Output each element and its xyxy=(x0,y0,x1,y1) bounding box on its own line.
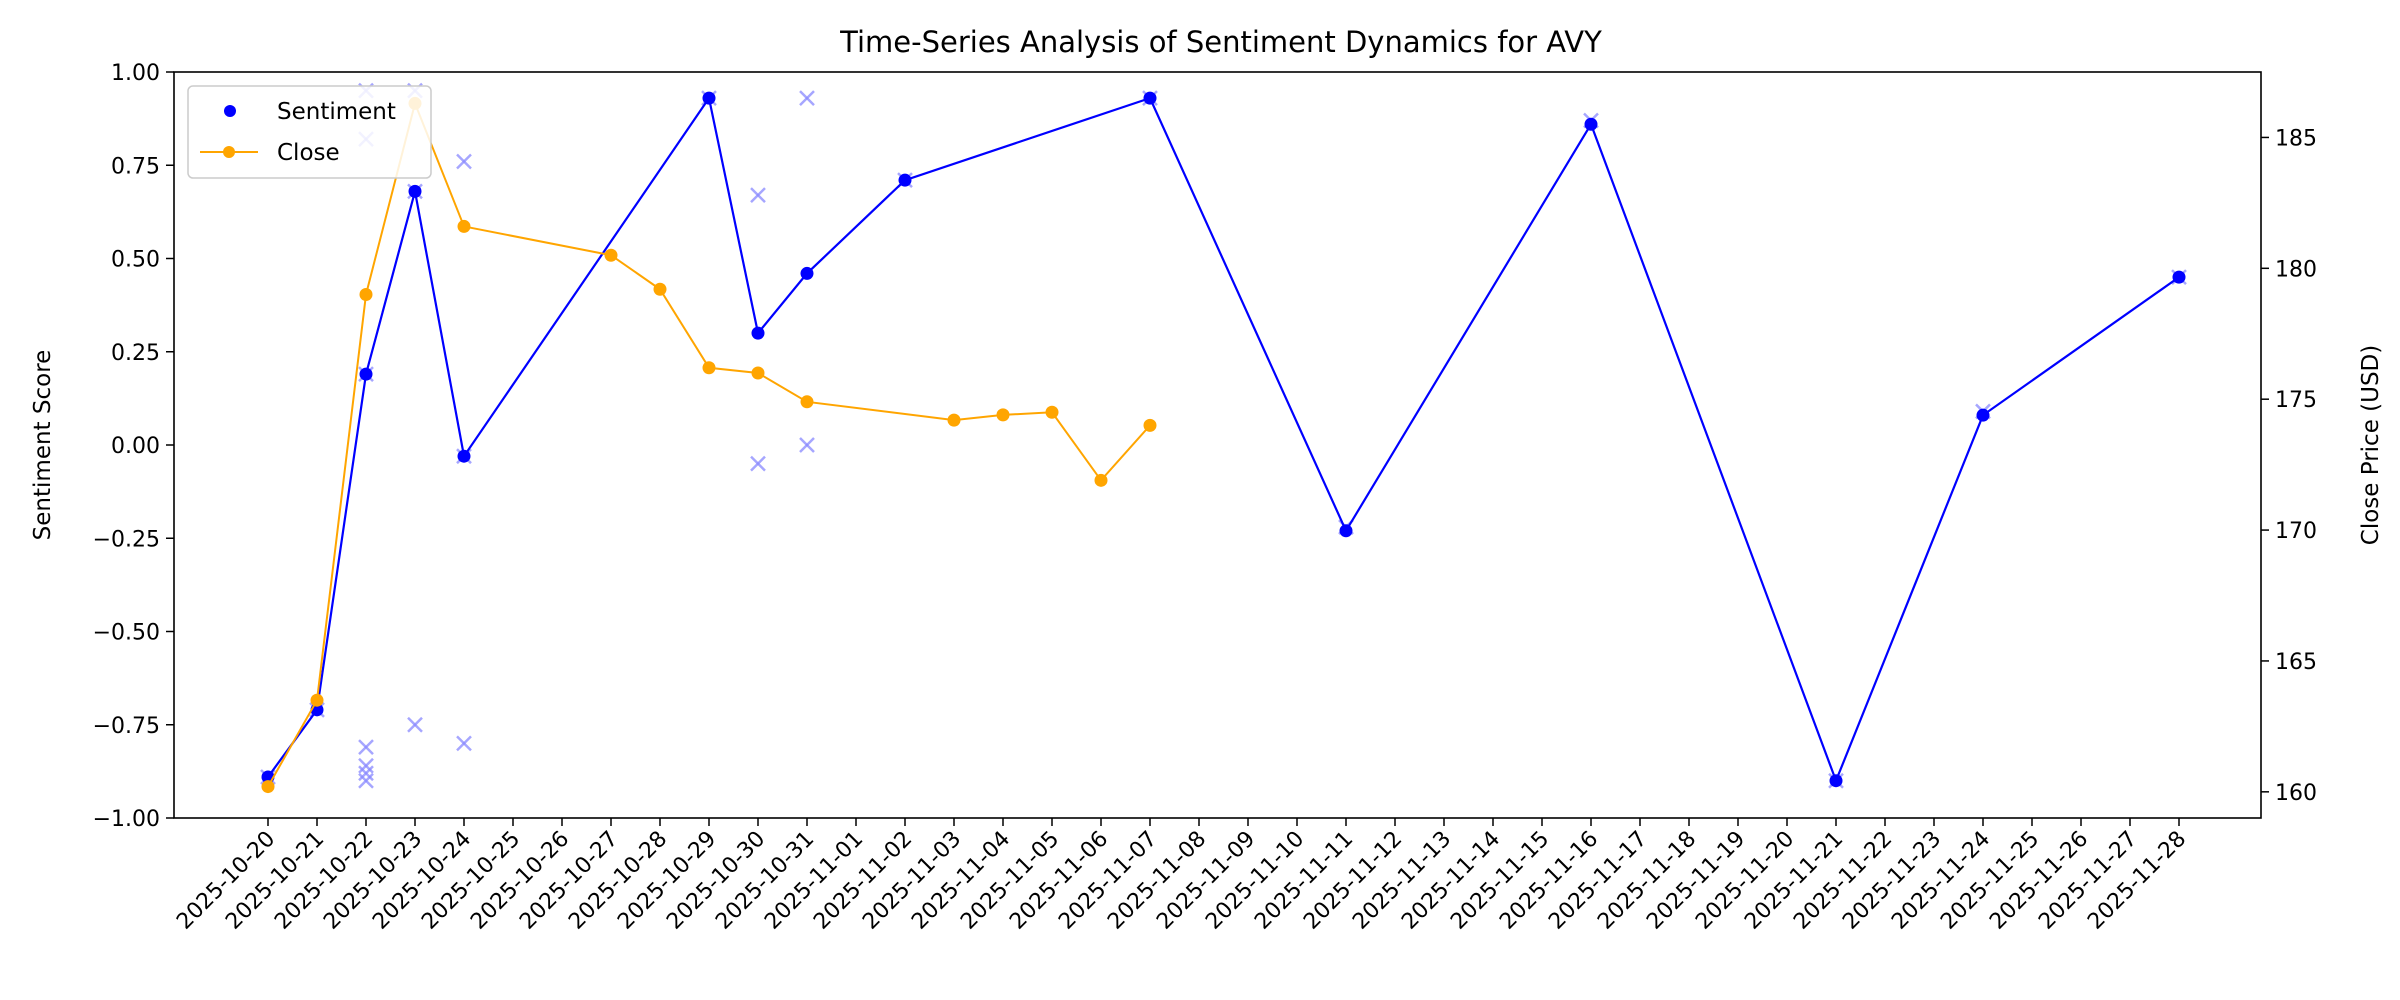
legend-marker-sentiment xyxy=(224,105,236,117)
raw-sentiment-marker xyxy=(407,716,423,733)
y-tick-label: 0.75 xyxy=(111,154,160,179)
data-point-close xyxy=(947,413,961,427)
y2-tick-label: 185 xyxy=(2275,126,2317,151)
data-point-close xyxy=(702,361,716,375)
plot-frame xyxy=(173,71,2262,819)
legend-label-close: Close xyxy=(277,140,340,166)
series-line-sentiment xyxy=(267,95,2180,784)
y-axis-ticks: −1.00 −0.75 −0.50 −0.25 0.00 0.25 0.50 0.75 1.00 xyxy=(93,61,174,832)
raw-sentiment-marker xyxy=(358,765,374,782)
x-axis-ticks: 2025-10-202025-10-212025-10-222025-10-23… xyxy=(172,818,2191,935)
data-point-close xyxy=(1045,405,1059,419)
y-tick-label: −0.75 xyxy=(93,714,160,739)
data-point-close xyxy=(457,219,471,233)
raw-sentiment-markers xyxy=(260,82,2187,789)
data-point-close xyxy=(653,282,667,296)
data-point-sentiment xyxy=(1143,91,1157,105)
data-point-close xyxy=(1143,418,1157,432)
data-point-sentiment xyxy=(359,367,373,381)
y-tick-label: −1.00 xyxy=(93,807,160,832)
data-point-sentiment xyxy=(457,449,471,463)
legend-label-sentiment: Sentiment xyxy=(277,99,396,125)
data-point-sentiment xyxy=(751,326,765,340)
data-point-close xyxy=(996,408,1010,422)
data-point-sentiment xyxy=(800,266,814,280)
legend-marker-close xyxy=(223,146,235,158)
y2-tick-label: 180 xyxy=(2275,257,2317,282)
y2-tick-label: 165 xyxy=(2275,650,2317,675)
y-tick-label: 0.00 xyxy=(111,434,160,459)
raw-sentiment-marker xyxy=(358,757,374,774)
data-point-sentiment xyxy=(408,184,422,198)
data-point-sentiment xyxy=(702,91,716,105)
chart-title: Time-Series Analysis of Sentiment Dynami… xyxy=(839,25,1602,59)
raw-sentiment-marker xyxy=(456,153,472,170)
raw-sentiment-marker xyxy=(456,735,472,752)
y-axis-label: Sentiment Score xyxy=(30,350,56,541)
y2-tick-label: 170 xyxy=(2275,519,2317,544)
raw-sentiment-marker xyxy=(750,455,766,472)
data-point-close xyxy=(261,780,275,794)
data-point-close xyxy=(604,248,618,262)
data-point-sentiment xyxy=(1829,774,1843,788)
series-line-close xyxy=(267,100,1151,788)
y-tick-label: 0.50 xyxy=(111,248,160,273)
y2-axis-label: Close Price (USD) xyxy=(2358,345,2384,545)
data-point-close xyxy=(359,287,373,301)
y-tick-label: −0.50 xyxy=(93,621,160,646)
legend: Sentiment Close xyxy=(187,85,432,179)
raw-sentiment-marker xyxy=(358,739,374,756)
data-point-close xyxy=(310,693,324,707)
data-point-close xyxy=(751,366,765,380)
y-tick-label: −0.25 xyxy=(93,527,160,552)
series-layer xyxy=(261,91,2186,794)
y2-tick-label: 160 xyxy=(2275,781,2317,806)
y-tick-label: 0.25 xyxy=(111,341,160,366)
data-point-sentiment xyxy=(1584,117,1598,131)
data-point-sentiment xyxy=(1339,524,1353,538)
legend-box xyxy=(187,85,432,179)
data-point-close xyxy=(800,395,814,409)
raw-sentiment-marker xyxy=(799,437,815,453)
raw-sentiment-marker xyxy=(750,187,766,203)
y2-axis-ticks: 160 165 170 175 180 185 xyxy=(2261,126,2317,806)
data-point-sentiment xyxy=(898,173,912,187)
data-point-close xyxy=(1094,473,1108,487)
y-tick-label: 1.00 xyxy=(111,61,160,86)
raw-sentiment-marker xyxy=(358,772,374,789)
data-point-sentiment xyxy=(2172,270,2186,284)
raw-sentiment-marker xyxy=(799,90,815,106)
y2-tick-label: 175 xyxy=(2275,388,2317,413)
data-point-sentiment xyxy=(1976,408,1990,422)
